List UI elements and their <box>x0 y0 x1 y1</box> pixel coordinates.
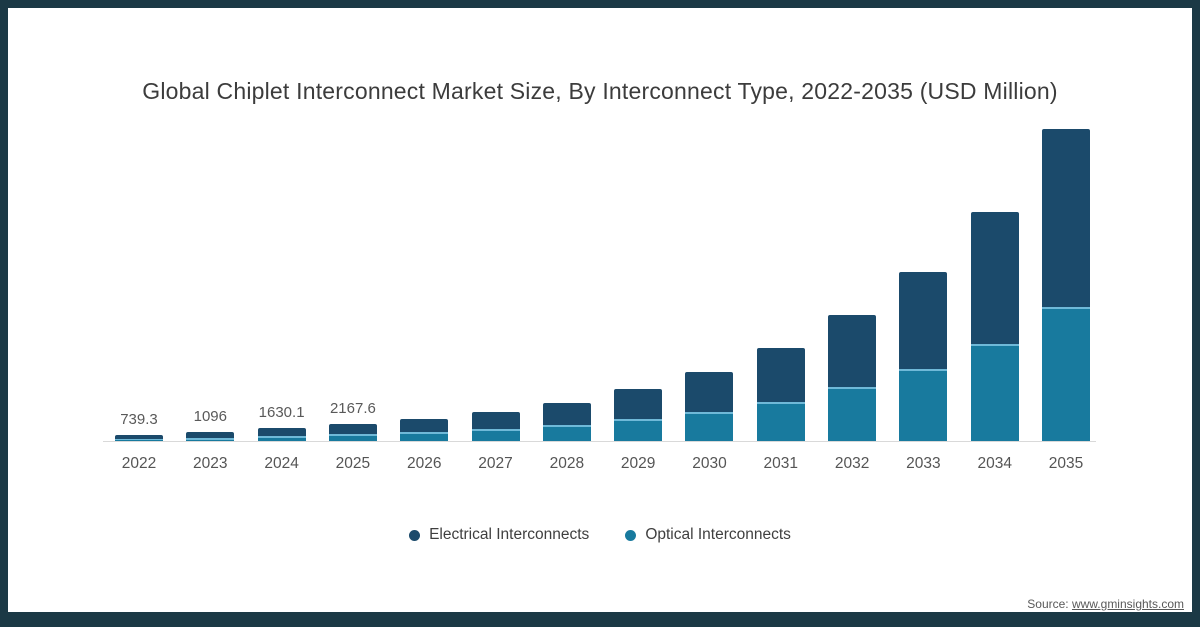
electrical-segment-2035 <box>1042 129 1091 307</box>
source-attribution: Source: www.gminsights.com <box>1027 597 1184 611</box>
electrical-segment-2029 <box>614 389 663 420</box>
electrical-segment-2031 <box>756 348 805 403</box>
x-tick-label-2027: 2027 <box>478 455 513 472</box>
x-tick-label-2034: 2034 <box>977 455 1012 472</box>
optical-segment-2030 <box>685 411 734 441</box>
source-prefix: Source: <box>1027 597 1072 611</box>
stacked-bar-2026 <box>400 419 449 441</box>
x-tick-label-2032: 2032 <box>834 455 870 472</box>
x-tick-label-2026: 2026 <box>406 455 442 472</box>
optical-segment-2029 <box>614 419 663 441</box>
stacked-bar-2027 <box>471 411 520 441</box>
stacked-bar-2032 <box>828 314 877 441</box>
legend-label-electrical: Electrical Interconnects <box>429 526 590 543</box>
optical-segment-2024 <box>257 435 306 441</box>
optical-segment-2023 <box>186 437 235 441</box>
electrical-segment-2033 <box>899 272 948 370</box>
stacked-bar-2031 <box>756 348 805 441</box>
source-url: www.gminsights.com <box>1071 597 1184 611</box>
stacked-bar-2022 <box>115 435 163 441</box>
electrical-segment-2025 <box>328 423 377 435</box>
bar-value-label-2023: 1096 <box>193 408 227 426</box>
stacked-bar-2023 <box>186 432 235 441</box>
x-axis-line <box>103 441 1096 442</box>
legend-item-electrical: Electrical Interconnects <box>409 526 589 544</box>
stacked-bar-2028 <box>542 403 591 441</box>
optical-segment-2022 <box>115 438 163 441</box>
chart-title: Global Chiplet Interconnect Market Size,… <box>142 78 1058 104</box>
x-tick-label-2029: 2029 <box>620 455 656 472</box>
x-tick-label-2031: 2031 <box>763 455 799 472</box>
x-tick-label-2022: 2022 <box>121 455 157 472</box>
stacked-bar-2033 <box>899 272 948 441</box>
stacked-bar-2035 <box>1042 129 1091 441</box>
x-tick-label-2035: 2035 <box>1048 455 1084 472</box>
optical-segment-2035 <box>1042 306 1091 441</box>
x-tick-label-2024: 2024 <box>264 455 299 472</box>
bar-value-label-2022: 739.3 <box>120 411 158 429</box>
bar-value-label-2025: 2167.6 <box>329 399 376 417</box>
electrical-segment-2027 <box>471 411 520 430</box>
x-tick-label-2033: 2033 <box>906 455 941 472</box>
stacked-bar-2029 <box>614 389 663 441</box>
legend-item-optical: Optical Interconnects <box>625 526 791 544</box>
optical-segment-2031 <box>756 402 805 441</box>
electrical-segment-2032 <box>828 314 877 388</box>
bar-value-label-2024: 1630.1 <box>258 403 305 421</box>
x-tick-label-2023: 2023 <box>193 455 228 472</box>
electrical-segment-2028 <box>542 403 591 426</box>
optical-segment-2034 <box>970 343 1019 441</box>
x-tick-label-2030: 2030 <box>692 455 727 472</box>
optical-segment-2026 <box>400 432 449 441</box>
electrical-segment-2026 <box>400 419 449 433</box>
stacked-bar-2024 <box>257 427 306 441</box>
optical-segment-2032 <box>828 387 877 441</box>
electrical-segment-2023 <box>186 432 235 438</box>
electrical-series-dot-icon <box>409 529 421 541</box>
electrical-segment-2034 <box>970 212 1019 344</box>
stacked-bar-2025 <box>328 423 377 441</box>
stacked-bar-2034 <box>970 212 1019 441</box>
optical-segment-2028 <box>542 425 591 441</box>
x-tick-label-2025: 2025 <box>335 455 371 472</box>
optical-segment-2025 <box>328 434 377 441</box>
electrical-segment-2022 <box>115 435 163 439</box>
optical-segment-2027 <box>471 429 520 441</box>
electrical-segment-2030 <box>685 371 734 412</box>
stacked-bar-2030 <box>685 371 734 441</box>
chart-legend: Electrical Interconnects Optical Interco… <box>0 526 1200 544</box>
electrical-segment-2024 <box>257 427 306 436</box>
legend-label-optical: Optical Interconnects <box>645 526 791 543</box>
optical-segment-2033 <box>899 369 948 441</box>
optical-series-dot-icon <box>625 529 637 541</box>
x-tick-label-2028: 2028 <box>549 455 585 472</box>
